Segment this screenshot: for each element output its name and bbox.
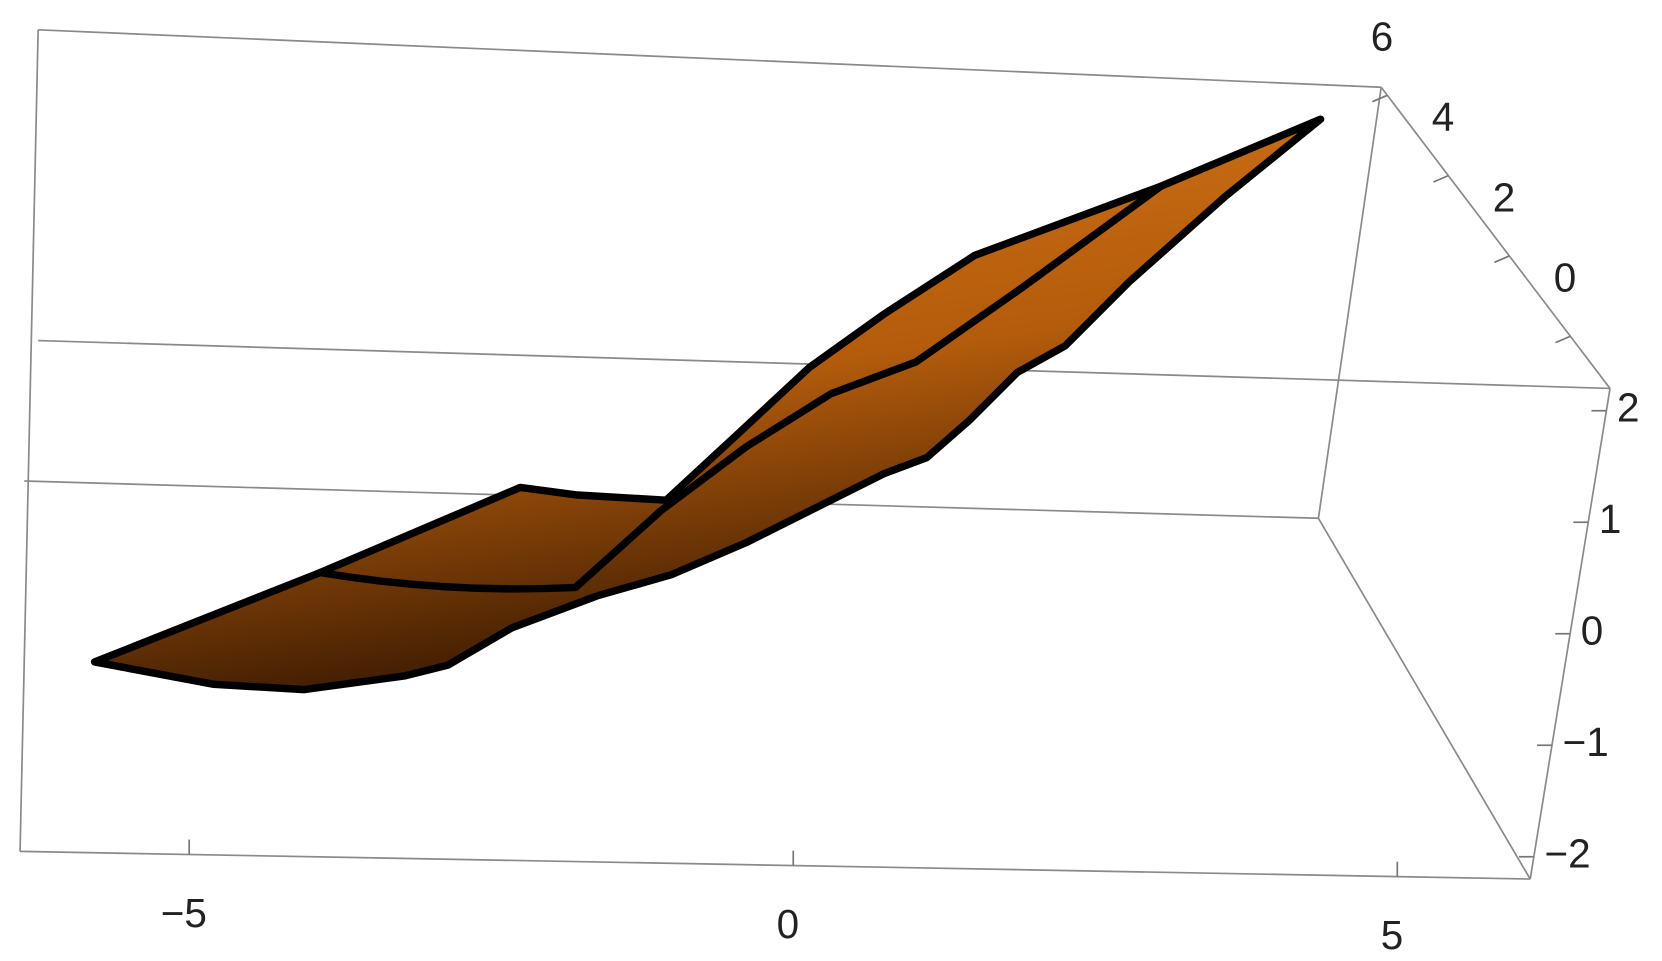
y-tick [1433, 174, 1449, 183]
x-tick-label: 0 [777, 901, 800, 947]
z-tick-label: 2 [1617, 384, 1640, 430]
z-tick-label: −1 [1563, 719, 1609, 765]
surface [90, 115, 1325, 694]
x-tick-label: −5 [161, 890, 207, 936]
box-edge [1317, 517, 1531, 880]
y-tick [1555, 335, 1571, 344]
y-tick [1372, 94, 1388, 103]
y-tick [1494, 255, 1510, 264]
box-edge [20, 850, 1531, 880]
box-edge [1380, 86, 1611, 389]
surface-fold [316, 568, 580, 593]
z-tick-label: 1 [1599, 496, 1622, 542]
surface-sheet [90, 115, 1325, 694]
y-tick-label: 6 [1371, 14, 1394, 60]
y-tick-label: 2 [1493, 174, 1516, 220]
z-tick-label: 0 [1581, 607, 1604, 653]
y-tick-label: 0 [1554, 255, 1577, 301]
z-tick-label: −2 [1544, 830, 1590, 876]
surface-fold [571, 182, 1165, 592]
box-edge [1317, 87, 1383, 519]
y-tick-label: 4 [1432, 94, 1455, 140]
box-edge [38, 28, 1382, 89]
x-tick-label: 5 [1381, 912, 1404, 958]
box-edge [19, 29, 39, 852]
